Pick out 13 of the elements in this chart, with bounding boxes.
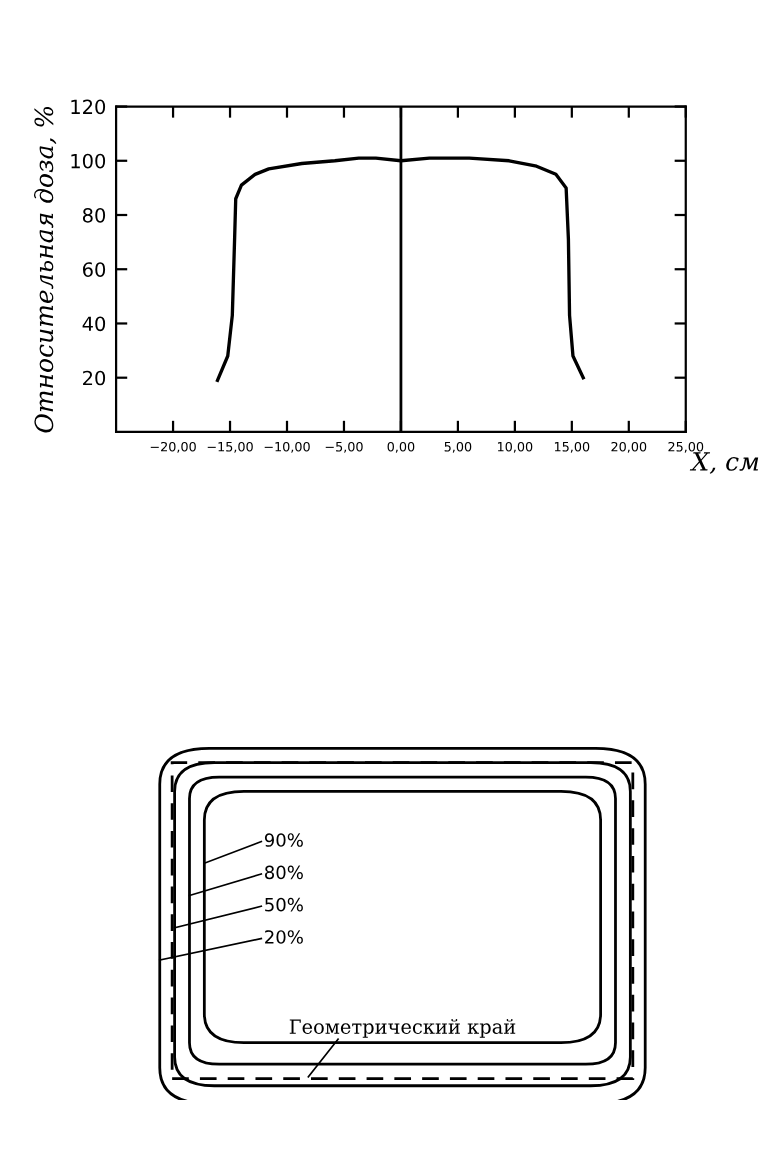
- y-axis-title: Относительная доза, %: [33, 106, 57, 433]
- x-axis-title: X, см: [689, 452, 759, 474]
- text: 80%: [265, 865, 303, 880]
- y-tick-label: 60: [82, 262, 106, 277]
- y-tick-label: 20: [83, 370, 106, 386]
- text: 20%: [265, 930, 303, 944]
- y-tick-label: 100: [71, 153, 106, 169]
- text: 90%: [264, 833, 303, 847]
- y-tick-label: 80: [82, 207, 106, 223]
- text: Геометрический край: [289, 1019, 516, 1038]
- y-tick-label: 120: [71, 99, 106, 115]
- y-tick-label: 40: [82, 316, 106, 332]
- text: 50%: [265, 897, 303, 912]
